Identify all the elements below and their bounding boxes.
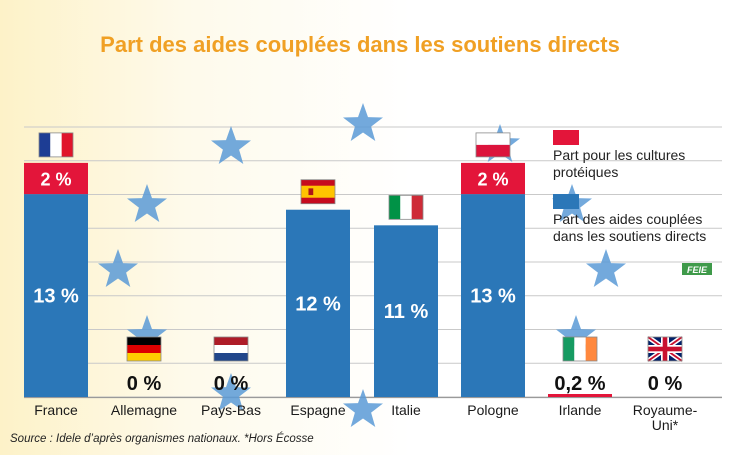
legend-label: dans les soutiens directs — [553, 228, 706, 244]
data-label-main: 13 % — [33, 286, 79, 308]
x-tick-label: Royaume- — [633, 402, 698, 418]
eu-stars — [98, 103, 626, 427]
x-tick-label: Espagne — [290, 402, 345, 418]
ireland-flag-icon — [562, 336, 598, 362]
data-label-proteic: 2 % — [40, 170, 71, 190]
bar-proteic — [461, 162, 525, 195]
x-tick-label: Pays-Bas — [201, 402, 261, 418]
star-icon — [98, 249, 138, 287]
x-tick-label: Italie — [391, 402, 421, 418]
data-label-main: 0 % — [648, 373, 683, 395]
data-label-main: 0 % — [214, 373, 249, 395]
bar-main — [24, 194, 88, 397]
data-label-main: 13 % — [470, 286, 516, 308]
netherlands-flag-icon — [213, 336, 249, 362]
bar-main — [286, 209, 350, 397]
star-icon — [127, 315, 167, 353]
star-icon — [343, 103, 383, 141]
data-label-main: 0 % — [127, 373, 162, 395]
bars: 2 % 13 % 0 % 0 % 12 % 11 % 2 % 13 % 0,2 % 0 % — [24, 132, 684, 397]
star-icon — [343, 389, 383, 427]
bar-main — [548, 394, 612, 397]
x-tick-label: France — [34, 402, 78, 418]
logo-box — [682, 263, 712, 275]
legend-label: protéiques — [553, 164, 618, 180]
germany-flag-icon — [126, 336, 162, 362]
star-icon — [211, 126, 251, 164]
x-tick-label: Irlande — [559, 402, 602, 418]
france-flag-icon — [38, 132, 74, 158]
uk-flag-icon — [646, 334, 684, 364]
legend-label: Part pour les cultures — [553, 147, 685, 163]
italy-flag-icon — [388, 194, 424, 220]
star-icon — [586, 249, 626, 287]
spain-flag-icon — [300, 179, 336, 205]
star-icon — [556, 315, 596, 353]
poland-flag-icon — [475, 132, 511, 158]
legend-label: Part des aides couplées — [553, 211, 702, 227]
bar-main — [374, 225, 438, 397]
chart-title: Part des aides couplées dans les soutien… — [100, 32, 620, 57]
data-label-proteic: 2 % — [477, 170, 508, 190]
x-tick-label: Allemagne — [111, 402, 177, 418]
data-label-main: 12 % — [295, 293, 341, 315]
publisher-logo: FEIE — [682, 263, 712, 275]
x-tick-label: Uni* — [652, 417, 679, 433]
x-tick-label: Pologne — [467, 402, 519, 418]
bar-main — [461, 194, 525, 397]
legend-swatch — [553, 130, 579, 145]
bar-proteic — [24, 162, 88, 195]
source-note: Source : Idele d’après organismes nation… — [10, 432, 314, 445]
data-label-main: 11 % — [384, 301, 429, 323]
legend-swatch — [553, 194, 579, 209]
data-label-main: 0,2 % — [554, 373, 605, 395]
star-icon — [127, 184, 167, 222]
logo-text: FEIE — [687, 265, 708, 275]
star-icon — [211, 373, 251, 411]
